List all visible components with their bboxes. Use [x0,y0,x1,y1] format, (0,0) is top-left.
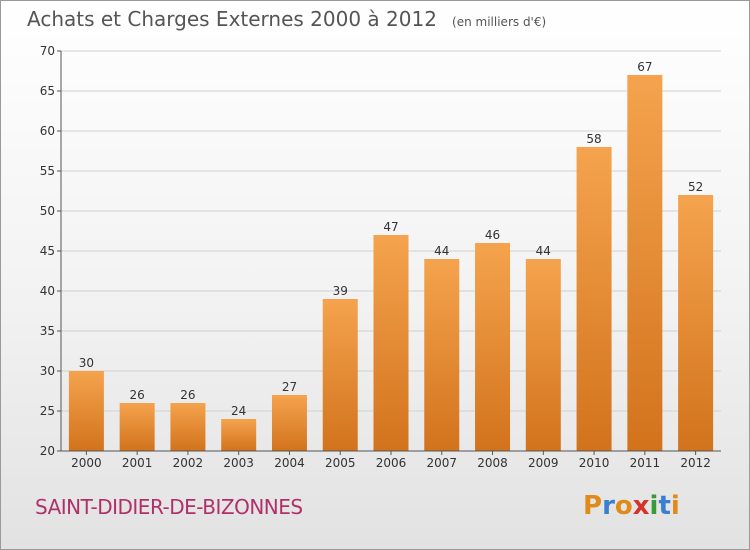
bar-value-label: 27 [282,380,297,394]
x-tick-label: 2012 [680,456,711,470]
bar-value-label: 44 [536,244,551,258]
bar-value-label: 52 [688,180,703,194]
bar-2012 [678,195,714,451]
logo-letter: o [614,491,633,521]
bar-2008 [475,243,511,451]
chart-subtitle: (en milliers d'€) [452,15,547,29]
bar-value-label: 26 [180,388,195,402]
bar-2001 [119,403,155,451]
bar-value-label: 67 [637,60,652,74]
bar-value-label: 47 [383,220,398,234]
x-tick-label: 2006 [376,456,407,470]
y-tick-label: 70 [40,44,55,58]
logo-letter: P [583,491,603,521]
x-tick-label: 2011 [630,456,661,470]
y-tick-label: 45 [40,244,55,258]
y-tick-label: 20 [40,444,55,458]
y-tick-label: 30 [40,364,55,378]
logo-letter: r [602,491,615,521]
bar-2007 [424,259,460,451]
x-tick-label: 2010 [579,456,610,470]
x-tick-label: 2002 [173,456,204,470]
logo-letter: x [632,491,650,521]
x-tick-label: 2004 [274,456,305,470]
logo-letter: i [649,491,659,521]
axis-layer: 20 25 30 35 40 45 50 55 60 65 70 2000 2001 2002 2003 20… [40,44,721,470]
x-tick-label: 2008 [477,456,508,470]
y-tick-label: 65 [40,84,55,98]
x-tick-label: 2009 [528,456,559,470]
proxiti-logo[interactable]: Proxiti [583,491,680,521]
logo-letter: i [670,491,680,521]
x-tick-label: 2000 [71,456,102,470]
y-tick-label: 35 [40,324,55,338]
y-tick-label: 55 [40,164,55,178]
bar-2011 [627,75,663,451]
bar-2010 [576,147,612,451]
bar-2009 [525,259,561,451]
bar-2005 [322,299,358,451]
bar-2006 [373,235,409,451]
bar-2002 [170,403,206,451]
bar-2003 [221,419,257,451]
bar-value-label: 24 [231,404,246,418]
bar-value-label: 30 [79,356,94,370]
bar-value-label: 26 [130,388,145,402]
title-row: Achats et Charges Externes 2000 à 2012 (… [27,7,546,31]
x-tick-label: 2005 [325,456,356,470]
bar-value-label: 58 [586,132,601,146]
bar-value-label: 39 [333,284,348,298]
bar-value-label: 44 [434,244,449,258]
y-tick-label: 25 [40,404,55,418]
y-tick-label: 40 [40,284,55,298]
commune-name: SAINT-DIDIER-DE-BIZONNES [35,495,303,519]
chart-title: Achats et Charges Externes 2000 à 2012 [27,7,437,31]
x-tick-label: 2003 [223,456,254,470]
x-tick-label: 2001 [122,456,153,470]
y-tick-label: 50 [40,204,55,218]
bar-value-label: 46 [485,228,500,242]
bar-2004 [271,395,307,451]
x-tick-label: 2007 [426,456,457,470]
bar-2000 [68,371,104,451]
y-tick-label: 60 [40,124,55,138]
logo-letter: t [658,491,671,521]
bars-layer: 30 26 26 24 27 39 47 44 46 44 58 67 52 [68,60,714,451]
